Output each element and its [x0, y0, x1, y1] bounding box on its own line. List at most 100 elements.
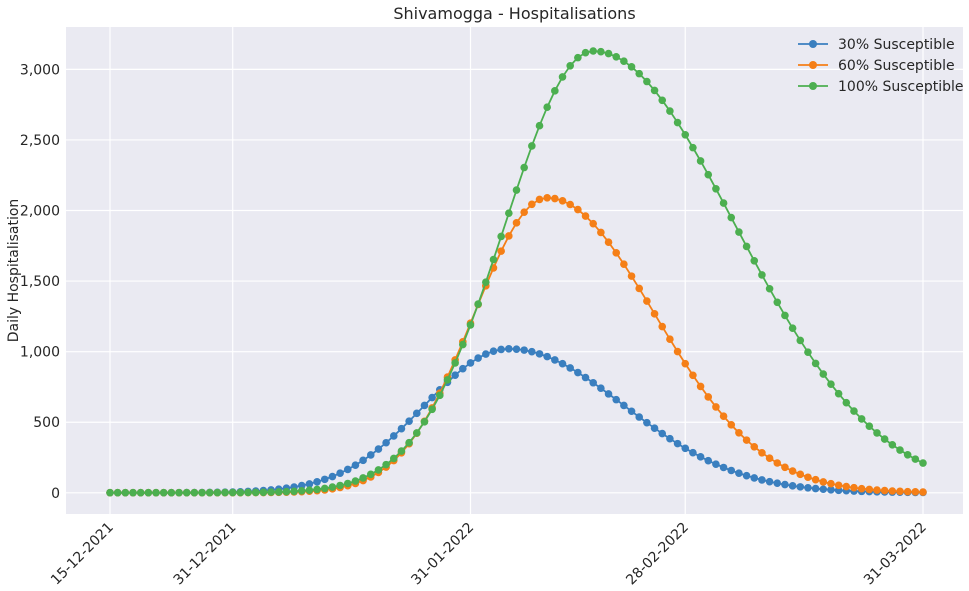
data-point [428, 393, 436, 402]
data-point [612, 395, 621, 404]
data-point [551, 87, 559, 95]
data-point [405, 417, 413, 425]
data-point [796, 336, 805, 345]
data-point [666, 107, 674, 115]
legend-swatch-marker [809, 61, 817, 69]
data-point [834, 481, 843, 490]
data-point [213, 488, 222, 497]
data-point [888, 487, 897, 495]
data-point [482, 350, 490, 358]
data-point [627, 63, 636, 71]
data-point [704, 456, 713, 465]
data-point [313, 485, 321, 494]
chart-title: Shivamogga - Hospitalisations [393, 4, 635, 23]
data-point [121, 488, 130, 497]
data-point [589, 219, 597, 228]
data-point [374, 466, 383, 474]
data-point [420, 418, 429, 426]
data-point [896, 487, 904, 496]
data-point [343, 479, 352, 488]
data-point [351, 477, 360, 485]
data-point [919, 488, 927, 496]
data-point [175, 488, 183, 497]
legend: 30% Susceptible 60% Susceptible 100% Susce… [798, 37, 964, 95]
data-point [842, 398, 851, 407]
data-point [405, 438, 413, 447]
data-point [781, 480, 789, 489]
data-point [758, 271, 766, 279]
data-point [228, 488, 237, 497]
data-point [880, 486, 889, 495]
data-point [397, 424, 406, 433]
data-point [198, 488, 206, 497]
data-point [420, 401, 429, 410]
data-point [528, 347, 536, 356]
data-point [658, 96, 667, 105]
data-point [581, 212, 590, 220]
data-point [865, 422, 874, 430]
data-point [597, 384, 605, 393]
data-point [811, 475, 820, 484]
data-point [735, 228, 743, 236]
data-point [788, 324, 797, 332]
data-point [666, 335, 674, 344]
data-point [673, 118, 682, 127]
data-point [727, 213, 736, 222]
legend-item: 30% Susceptible [798, 37, 955, 53]
data-point [712, 185, 720, 193]
data-point [857, 484, 866, 493]
data-point [482, 278, 490, 286]
data-point [643, 297, 651, 305]
data-point [834, 389, 843, 398]
plot-area [66, 27, 963, 514]
data-point [804, 473, 812, 482]
data-point [773, 298, 782, 307]
data-point [274, 488, 283, 496]
data-point [443, 376, 452, 384]
data-point [819, 485, 828, 494]
data-point [773, 479, 782, 488]
data-point [359, 474, 367, 482]
data-point [328, 483, 337, 491]
data-point [627, 407, 636, 416]
data-point [382, 460, 390, 469]
data-point [727, 421, 736, 429]
data-point [650, 424, 659, 433]
data-point [696, 453, 705, 461]
y-tick-label: 1,000 [20, 345, 60, 361]
data-point [520, 163, 528, 172]
y-axis-ticks: 0 500 1,000 1,500 2,000 2,500 3,000 [20, 62, 60, 501]
x-tick-label: 31-03-2022 [861, 520, 930, 589]
data-point [804, 483, 812, 492]
data-point [742, 471, 751, 480]
data-point [558, 73, 567, 81]
data-point [497, 247, 505, 255]
data-point [159, 488, 168, 497]
data-point [788, 467, 797, 475]
data-point [459, 364, 467, 373]
data-point [689, 143, 697, 152]
data-point [827, 479, 835, 488]
data-point [681, 444, 690, 453]
data-point [765, 454, 774, 462]
data-point [320, 475, 329, 484]
series-3 [106, 47, 927, 497]
data-point [551, 194, 559, 203]
data-point [604, 390, 613, 398]
data-point [543, 352, 551, 361]
data-point [489, 255, 498, 264]
data-point [681, 359, 690, 368]
legend-label: 30% Susceptible [838, 37, 955, 53]
data-point [888, 441, 897, 449]
data-point [865, 485, 874, 494]
data-point [604, 238, 613, 247]
data-point [650, 310, 659, 318]
legend-item: 60% Susceptible [798, 58, 955, 74]
data-point [136, 488, 145, 497]
data-point [850, 483, 858, 492]
data-point [543, 194, 551, 202]
data-point [267, 488, 275, 496]
data-point [182, 488, 191, 497]
data-point [512, 219, 521, 227]
data-point [366, 451, 375, 459]
